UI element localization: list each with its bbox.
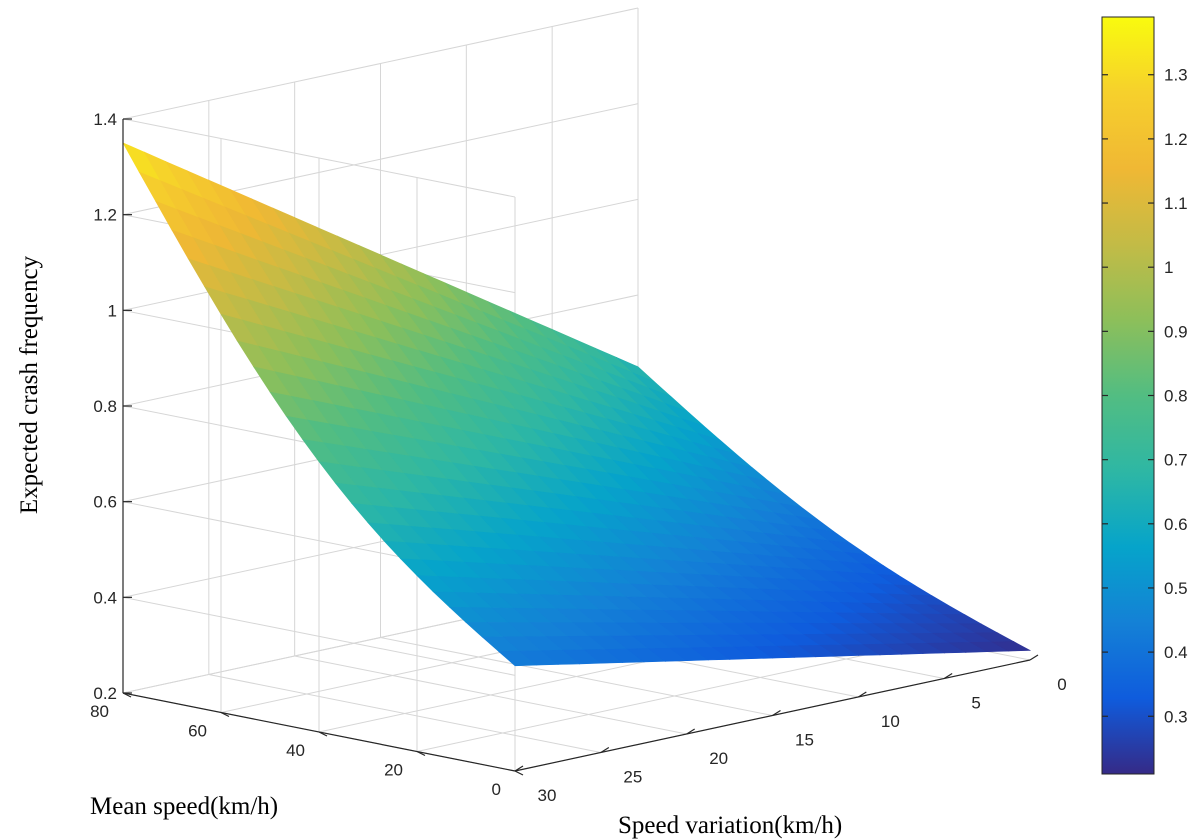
y-tick-mark bbox=[122, 692, 132, 698]
x-tick-mark bbox=[943, 672, 953, 680]
y-tick-mark bbox=[318, 731, 328, 737]
colorbar-tick-label: 1.1 bbox=[1164, 194, 1188, 213]
surface bbox=[122, 142, 1032, 667]
colorbar-tick-label: 0.7 bbox=[1164, 451, 1188, 470]
x-tick-mark bbox=[600, 746, 610, 754]
x-tick-mark bbox=[1029, 654, 1039, 661]
x-axis-label: Speed variation(km/h) bbox=[618, 812, 842, 839]
z-tick-label: 0.2 bbox=[93, 684, 117, 703]
colorbar-tick-label: 0.8 bbox=[1164, 387, 1188, 406]
x-tick-mark bbox=[686, 728, 695, 735]
x-tick-mark bbox=[772, 709, 781, 717]
z-tick-label: 1.4 bbox=[93, 110, 117, 129]
y-tick-mark bbox=[514, 770, 524, 776]
surface-patch bbox=[991, 641, 1032, 652]
colorbar-ticks: 0.3 0.4 0.5 0.6 0.7 0.8 0.9 1 1.1 1.2 1.3 bbox=[1102, 66, 1188, 726]
colorbar: 0.3 0.4 0.5 0.6 0.7 0.8 0.9 1 1.1 1.2 1.3 bbox=[1101, 16, 1188, 775]
colorbar-tick-label: 1.3 bbox=[1164, 66, 1188, 85]
colorbar-tick-label: 0.5 bbox=[1164, 579, 1188, 598]
z-tick-label: 0.6 bbox=[93, 493, 117, 512]
z-tick-label: 1 bbox=[108, 301, 117, 320]
colorbar-tick-label: 0.6 bbox=[1164, 515, 1188, 534]
colorbar-tick-label: 1 bbox=[1164, 258, 1173, 277]
x-tick-label: 30 bbox=[538, 786, 557, 805]
y-tick-label: 40 bbox=[286, 741, 305, 760]
y-tick-mark bbox=[416, 750, 426, 757]
z-tick-label: 1.2 bbox=[93, 206, 117, 225]
x-tick-mark bbox=[514, 765, 524, 772]
x-tick-label: 20 bbox=[709, 749, 728, 768]
x-tick-mark bbox=[858, 691, 867, 698]
colorbar-tick-label: 0.9 bbox=[1164, 322, 1188, 341]
colorbar-tick-label: 0.3 bbox=[1164, 707, 1188, 726]
z-tick-label: 0.8 bbox=[93, 397, 117, 416]
y-axis-label: Mean speed(km/h) bbox=[90, 793, 278, 820]
x-tick-label: 10 bbox=[881, 712, 900, 731]
y-tick-label: 0 bbox=[492, 780, 501, 799]
colorbar-tick-label: 0.4 bbox=[1164, 643, 1188, 662]
y-tick-label: 20 bbox=[384, 761, 403, 780]
x-tick-label: 15 bbox=[795, 731, 814, 750]
tick-labels: 0.2 0.4 0.6 0.8 1 1.2 1.4 0 20 40 60 80 0 5 10 15 20 25 30 bbox=[90, 110, 1067, 805]
z-axis-label: Expected crash frequency bbox=[16, 255, 43, 514]
colorbar-gradient bbox=[1101, 16, 1155, 775]
z-tick-label: 0.4 bbox=[93, 588, 117, 607]
floor-grid-line bbox=[416, 640, 933, 752]
x-tick-label: 5 bbox=[971, 694, 980, 713]
x-tick-label: 25 bbox=[623, 768, 642, 787]
colorbar-tick-label: 1.2 bbox=[1164, 130, 1188, 149]
x-tick-label: 0 bbox=[1057, 675, 1066, 694]
y-tick-label: 60 bbox=[188, 722, 207, 741]
y-tick-mark bbox=[220, 711, 230, 718]
y-tick-label: 80 bbox=[90, 702, 109, 721]
